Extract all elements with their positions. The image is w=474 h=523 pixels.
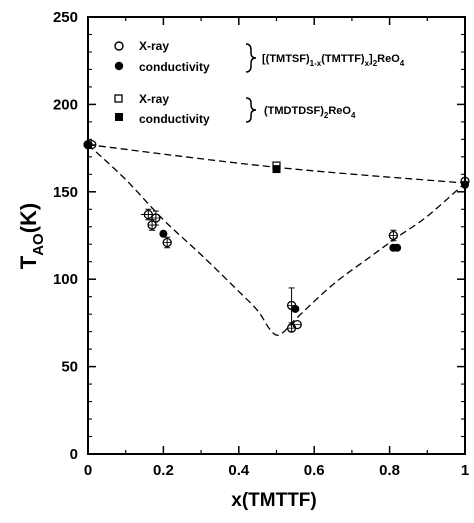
legend-label-conductivity-1: conductivity [139,60,210,74]
y-axis-label: TAO(K) [16,203,47,270]
formula1-part3: ] [369,53,373,65]
y-tick-label: 100 [53,271,78,288]
legend-filled-circle-marker [114,61,124,71]
formula1-sub3: 2 [373,59,378,68]
x-axis-label-main: x( [231,490,249,511]
y-tick-label: 250 [53,9,78,26]
formula1-sub4: 4 [400,59,405,68]
legend-group-1: X-ray conductivity [(TMTSF)1-x(TMTTF)x]2… [114,39,405,74]
data-point-conductivity-alloy [461,180,469,189]
y-axis-label-sub: AO [30,233,47,256]
legend-filled-square-marker [115,113,123,121]
formula2-part1: (TMDTDSF) [264,105,324,117]
legend-open-square-marker [114,94,123,103]
data-point-conductivity-tmdtdsf [272,165,281,174]
data-point-conductivity-alloy [393,243,402,252]
error-bars [140,208,397,333]
y-tick-label: 200 [53,96,78,113]
y-tick-label: 50 [61,359,78,376]
x-tick-label: 1 [461,462,469,479]
legend-formula-2: (TMDTDSF)2ReO4 [264,105,356,120]
formula1-part1: [(TMTSF) [262,53,310,65]
legend-formula-1: [(TMTSF)1-x(TMTTF)x]2ReO4 [262,53,405,68]
data-point-conductivity-alloy [84,140,92,149]
legend-brace-1 [245,43,257,73]
x-tick-label: 0.4 [228,462,250,479]
y-axis-label-main: T [16,255,41,269]
formula1-sub2: x [365,59,370,68]
y-axis-label-rest: (K) [16,203,41,234]
x-tick-labels: 0 0.2 0.4 0.6 0.8 1 [84,462,469,479]
x-axis-label: x(TMTTF) [231,490,317,511]
x-axis-label-var: TMTTF [248,490,310,511]
formula1-sub1: 1-x [310,59,322,68]
formula1-part2: (TMTTF) [321,53,365,65]
legend-open-circle-marker [114,41,124,51]
legend-label-conductivity-2: conductivity [139,112,210,126]
formula2-part2: ReO [328,105,351,117]
data-markers [83,139,470,333]
legend-brace-2 [245,97,257,123]
legend-label-xray-2: X-ray [139,92,169,106]
x-tick-label: 0.8 [379,462,400,479]
y-tick-label: 0 [70,446,78,463]
data-point-conductivity-alloy [291,304,300,313]
formula1-part4: ReO [377,53,400,65]
y-tick-labels: 0 50 100 150 200 250 [53,9,78,463]
y-tick-label: 150 [53,184,78,201]
x-axis-label-close: ) [310,490,316,511]
legend-group-2: X-ray conductivity (TMDTDSF)2ReO4 [114,92,356,126]
formula2-sub1: 2 [324,111,329,120]
formula2-sub2: 4 [351,111,356,120]
x-tick-label: 0.6 [304,462,325,479]
dashed-guide-curves [87,143,466,336]
dashed-curve-2 [87,144,466,336]
data-point-conductivity-alloy [159,229,168,238]
x-tick-label: 0.2 [153,462,174,479]
axis-ticks [87,16,466,455]
legend-label-xray-1: X-ray [139,39,169,53]
x-tick-label: 0 [84,462,92,479]
plot-frame [87,16,466,455]
